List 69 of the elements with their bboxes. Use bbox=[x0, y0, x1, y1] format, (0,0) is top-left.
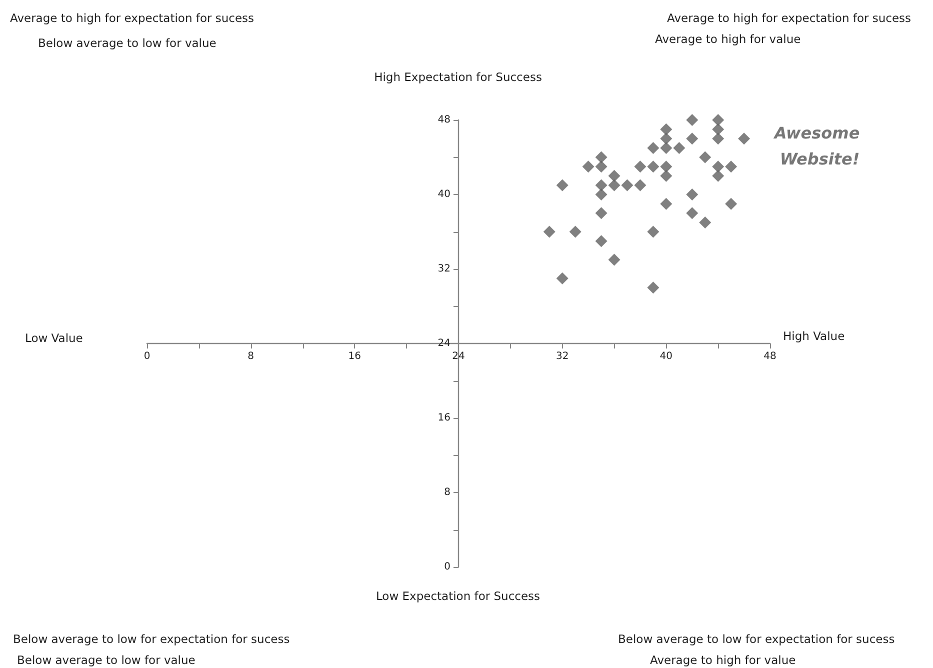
point bbox=[634, 179, 646, 192]
point bbox=[712, 123, 724, 136]
point bbox=[725, 160, 738, 173]
point bbox=[647, 226, 660, 238]
point bbox=[595, 188, 608, 200]
point bbox=[712, 170, 724, 182]
point bbox=[595, 235, 608, 248]
point bbox=[543, 226, 556, 238]
x-tick-label: 48 bbox=[764, 351, 776, 362]
point bbox=[686, 114, 698, 126]
point bbox=[699, 216, 712, 228]
x-tick-label: 0 bbox=[144, 351, 150, 362]
point bbox=[647, 282, 660, 294]
point bbox=[660, 132, 672, 145]
point bbox=[582, 160, 594, 173]
point bbox=[608, 254, 620, 266]
y-tick-label: 48 bbox=[438, 114, 450, 126]
point bbox=[634, 160, 646, 173]
text: Average to high for expectation for sucess bbox=[667, 11, 912, 25]
point bbox=[556, 272, 568, 284]
point bbox=[647, 160, 660, 173]
point bbox=[595, 207, 608, 220]
text: Awesome Website! bbox=[772, 124, 860, 168]
text: Below average to low for value bbox=[17, 653, 196, 667]
point bbox=[660, 198, 672, 210]
point bbox=[595, 151, 608, 164]
point bbox=[712, 132, 724, 145]
point bbox=[686, 188, 698, 200]
text: Low Expectation for Success bbox=[376, 589, 540, 603]
text: Below average to low for expectation for sucess bbox=[618, 632, 895, 646]
point bbox=[621, 179, 634, 192]
text: High Expectation for Success bbox=[374, 70, 542, 84]
point bbox=[608, 179, 620, 192]
point bbox=[595, 179, 608, 192]
point bbox=[725, 198, 738, 210]
y-tick-label: 16 bbox=[438, 412, 450, 424]
point bbox=[673, 142, 686, 154]
y-tick-label: 32 bbox=[438, 264, 450, 274]
point bbox=[660, 142, 672, 154]
text: Average to high for value bbox=[655, 32, 801, 46]
text: High Value bbox=[783, 329, 845, 343]
text: Below average to low for value bbox=[38, 36, 216, 50]
point bbox=[608, 170, 620, 182]
point bbox=[569, 226, 582, 238]
point bbox=[660, 123, 672, 136]
point bbox=[595, 160, 608, 173]
x-tick-label: 32 bbox=[556, 351, 569, 362]
text: Average to high for expectation for sucess bbox=[10, 11, 254, 25]
point bbox=[699, 151, 712, 164]
x-tick-label: 8 bbox=[248, 351, 254, 362]
y-tick-label: 8 bbox=[444, 487, 450, 498]
point bbox=[738, 132, 750, 145]
text: Low Value bbox=[25, 331, 83, 345]
x-tick-label: 24 bbox=[452, 351, 465, 362]
y-tick-label: 24 bbox=[438, 338, 450, 349]
y-tick-label: 0 bbox=[444, 562, 450, 572]
point bbox=[660, 170, 672, 182]
text: Below average to low for expectation for sucess bbox=[13, 632, 290, 646]
point bbox=[686, 207, 698, 220]
point bbox=[712, 114, 724, 126]
point bbox=[686, 132, 698, 145]
x-tick-label: 40 bbox=[660, 351, 673, 362]
y-tick-label: 40 bbox=[438, 189, 450, 200]
point bbox=[660, 160, 672, 173]
point bbox=[556, 179, 568, 192]
point bbox=[647, 142, 660, 154]
point bbox=[712, 160, 724, 173]
text: Average to high for value bbox=[650, 653, 796, 667]
x-tick-label: 16 bbox=[348, 351, 362, 362]
